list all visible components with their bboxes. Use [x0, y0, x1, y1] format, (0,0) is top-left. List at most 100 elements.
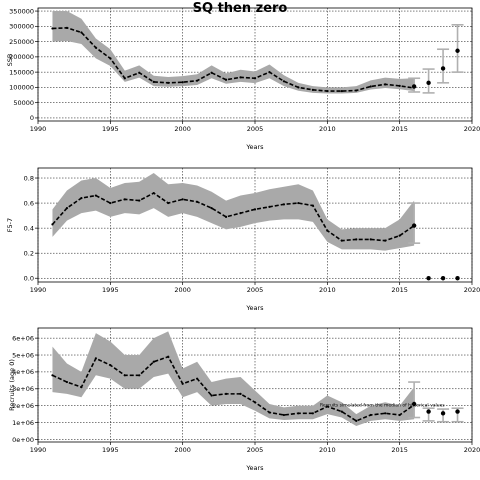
median-point: [311, 88, 314, 91]
median-point: [384, 83, 387, 86]
median-point: [181, 81, 184, 84]
y-tick-label: 0.6: [24, 199, 34, 207]
projection-point: [411, 84, 417, 89]
median-point: [224, 392, 228, 395]
median-point: [398, 84, 401, 87]
median-point: [196, 79, 199, 82]
median-point: [253, 401, 257, 404]
median-point: [65, 206, 69, 210]
median-point: [311, 204, 314, 207]
median-point: [196, 377, 199, 380]
median-point: [167, 201, 170, 205]
y-tick-label: 0e+00: [12, 436, 34, 444]
median-point: [80, 386, 83, 389]
projection-point: [440, 411, 446, 416]
x-tick-label: 2015: [391, 125, 408, 133]
median-point: [51, 27, 54, 30]
y-axis-label: SSB: [6, 54, 14, 67]
y-tick-label: 4e+06: [12, 368, 34, 376]
y-tick-label: 0.0: [24, 275, 34, 283]
y-tick-label: 0.8: [24, 174, 34, 182]
projection-point: [455, 276, 460, 281]
confidence-band: [52, 331, 415, 426]
median-point: [181, 382, 184, 385]
y-tick-label: 1e+06: [12, 419, 34, 427]
projection-point: [426, 409, 431, 414]
median-point: [239, 392, 242, 395]
median-point: [340, 410, 343, 413]
y-tick-label: 50000: [13, 99, 34, 107]
median-point: [65, 26, 69, 29]
median-point: [51, 223, 54, 226]
x-axis-label: Years: [245, 304, 264, 312]
x-tick-label: 2000: [174, 286, 191, 294]
median-point: [109, 57, 112, 60]
median-point: [369, 413, 372, 417]
median-point: [123, 77, 126, 80]
median-point: [210, 206, 213, 210]
median-line: [52, 27, 415, 92]
median-point: [355, 419, 358, 422]
x-tick-label: 2000: [174, 446, 191, 454]
median-point: [268, 411, 271, 414]
projection-point: [440, 276, 446, 281]
median-point: [326, 229, 329, 232]
y-tick-label: 5e+06: [12, 351, 34, 359]
median-point: [109, 201, 112, 205]
median-point: [138, 71, 141, 74]
x-tick-label: 2005: [247, 286, 264, 294]
median-point: [51, 374, 54, 377]
median-point: [340, 89, 343, 93]
median-point: [138, 374, 141, 377]
figure-title: SQ then zero: [193, 1, 288, 16]
x-tick-label: 1990: [30, 125, 47, 133]
annotation-text: Recruits simulated from the median of hi…: [320, 403, 445, 409]
median-line: [51, 192, 415, 242]
x-axis-label: Years: [245, 143, 264, 151]
median-point: [181, 198, 184, 201]
median-point: [210, 71, 213, 74]
median-point: [152, 191, 155, 195]
x-tick-label: 2000: [174, 125, 191, 133]
median-point: [167, 81, 170, 84]
projection-point: [426, 80, 431, 86]
median-point: [94, 46, 97, 49]
median-point: [355, 238, 358, 241]
median-point: [80, 31, 83, 34]
projection-point: [440, 66, 446, 71]
median-point: [268, 71, 271, 74]
x-tick-label: 2015: [391, 446, 408, 454]
x-tick-label: 1995: [102, 286, 119, 294]
median-point: [384, 239, 387, 242]
x-tick-label: 2020: [464, 446, 480, 454]
y-tick-label: 0.2: [24, 249, 34, 257]
y-tick-label: 300000: [9, 23, 34, 31]
y-tick-label: 100000: [9, 84, 34, 92]
median-point: [123, 198, 126, 201]
x-tick-label: 2010: [319, 446, 336, 454]
median-point: [268, 205, 271, 208]
ssb-panel: 1990 1995 2000 2005 2010 2015 2020 0 50000 100000…: [6, 7, 480, 151]
median-point: [297, 412, 300, 415]
median-point: [326, 89, 329, 93]
fishing-mortality-panel: 1990 1995 2000 2005 2010 2015 2020 0.0 0.2 0.4 0.6…: [6, 167, 480, 312]
median-point: [398, 413, 401, 417]
median-point: [239, 76, 242, 79]
median-point: [94, 194, 97, 197]
median-point: [65, 380, 69, 384]
projection-point: [455, 409, 460, 414]
y-tick-label: 200000: [9, 53, 34, 61]
median-point: [369, 85, 372, 88]
median-line: [52, 355, 415, 422]
recruits-panel: 1990 1995 2000 2005 2010 2015 2020 0e+00 1e+06 2e…: [8, 327, 480, 472]
median-point: [138, 199, 141, 202]
median-point: [152, 360, 155, 363]
median-point: [123, 374, 126, 377]
median-point: [253, 77, 257, 80]
median-point: [109, 364, 112, 367]
median-point: [224, 78, 228, 81]
y-tick-label: 0: [30, 114, 34, 122]
x-tick-label: 2015: [391, 286, 408, 294]
confidence-band: [52, 11, 415, 94]
